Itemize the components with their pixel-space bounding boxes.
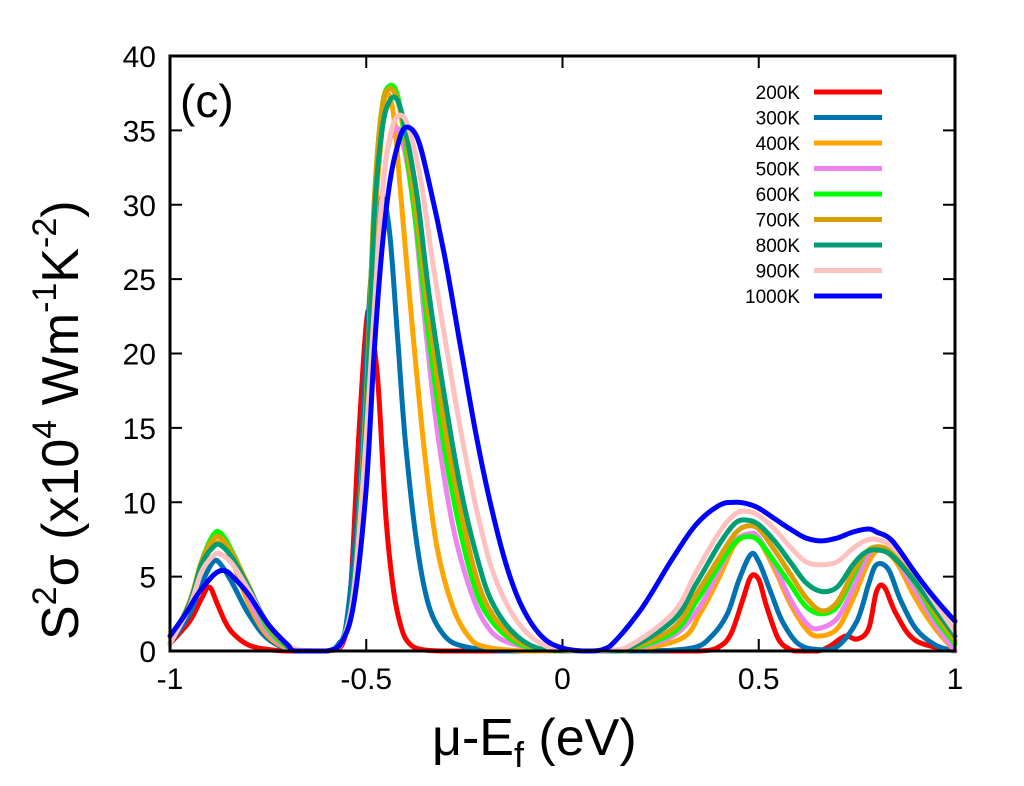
y-axis-title-sup2: 2 bbox=[26, 586, 64, 605]
legend-label-500K: 500K bbox=[756, 160, 801, 181]
y-axis-title-sigma: σ bbox=[32, 554, 90, 586]
legend-label-300K: 300K bbox=[756, 109, 801, 130]
y-axis-title-k: K bbox=[32, 248, 90, 283]
series-line-400K bbox=[167, 90, 958, 654]
x-axis-title: μ-Ef (eV) bbox=[432, 709, 637, 775]
series-line-1000K bbox=[167, 124, 958, 654]
x-tick-label: -0.5 bbox=[340, 663, 392, 696]
legend-label-800K: 800K bbox=[756, 236, 801, 257]
y-tick-label: 15 bbox=[123, 413, 156, 446]
y-axis-title-supm1: -1 bbox=[26, 283, 64, 313]
y-tick-label: 40 bbox=[123, 41, 156, 74]
y-tick-label: 30 bbox=[123, 190, 156, 223]
x-tick-label: 1 bbox=[947, 663, 964, 696]
plot-frame bbox=[168, 54, 957, 653]
y-axis-title-wm: Wm bbox=[32, 313, 90, 420]
y-axis-title-open: (x10 bbox=[32, 439, 90, 555]
y-axis-title-s: S bbox=[32, 605, 90, 640]
y-tick-label: 35 bbox=[123, 115, 156, 148]
legend-label-400K: 400K bbox=[756, 134, 801, 155]
legend-label-200K: 200K bbox=[756, 83, 801, 104]
x-axis-title-unit: (eV) bbox=[524, 709, 637, 767]
legend-label-600K: 600K bbox=[756, 185, 801, 206]
x-axis-title-mu: μ bbox=[432, 709, 462, 767]
series-line-500K bbox=[167, 125, 958, 654]
series-line-700K bbox=[167, 86, 958, 654]
y-tick-labels: 0 5 10 15 20 25 30 35 40 bbox=[123, 41, 156, 669]
series-line-300K bbox=[167, 194, 958, 654]
x-axis-title-e: -E bbox=[462, 709, 514, 767]
y-tick-label: 0 bbox=[139, 636, 156, 669]
x-tick-label: 0.5 bbox=[738, 663, 780, 696]
legend-label-700K: 700K bbox=[756, 211, 801, 232]
y-axis-title-close: ) bbox=[32, 200, 90, 217]
y-tick-label: 25 bbox=[123, 264, 156, 297]
panel-label: (c) bbox=[180, 75, 234, 127]
y-tick-label: 5 bbox=[139, 562, 156, 595]
x-axis-title-sub: f bbox=[514, 734, 525, 775]
y-tick-label: 10 bbox=[123, 487, 156, 520]
legend: 200K 300K 400K 500K 600K 700K 800K 900K 1000K bbox=[745, 83, 882, 308]
y-axis-title-sup4: 4 bbox=[26, 420, 64, 439]
y-tick-label: 20 bbox=[123, 339, 156, 372]
y-axis-title: S2σ (x104 Wm-1K-2) bbox=[26, 200, 90, 640]
x-tick-label: -1 bbox=[157, 663, 184, 696]
y-axis-title-supm2: -2 bbox=[26, 218, 64, 248]
legend-label-1000K: 1000K bbox=[745, 287, 800, 308]
x-tick-label: 0 bbox=[554, 663, 571, 696]
x-tick-labels: -1 -0.5 0 0.5 1 bbox=[157, 663, 964, 696]
legend-label-900K: 900K bbox=[756, 262, 801, 283]
series-line-800K bbox=[167, 94, 958, 654]
